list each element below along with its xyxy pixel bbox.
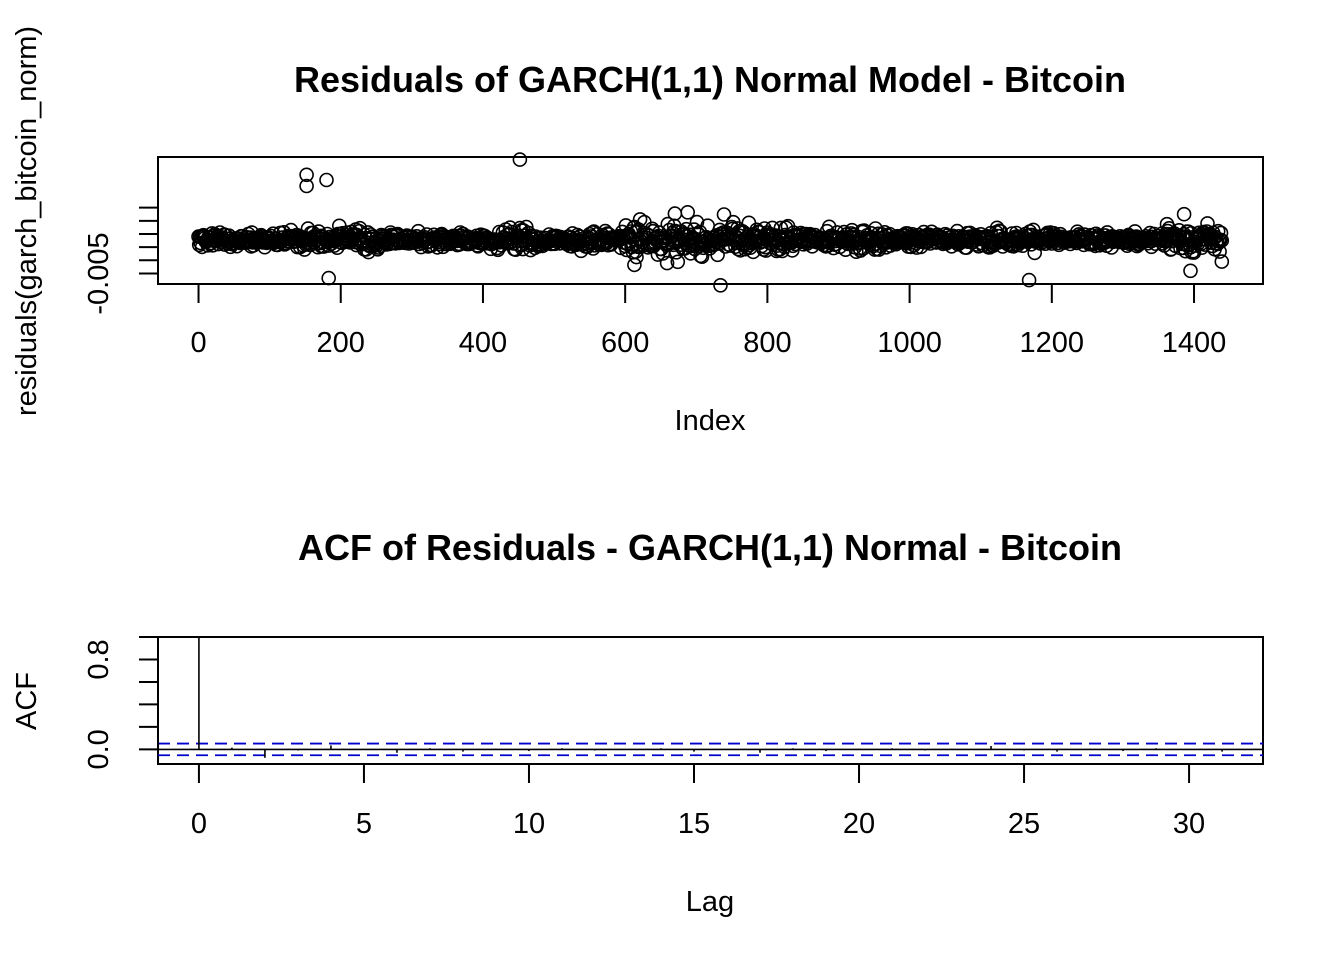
- acf-x-tick-label: 5: [356, 808, 372, 840]
- residuals-x-tick-label: 200: [317, 327, 365, 359]
- residuals-y-axis-label: residuals(garch_bitcoin_norm): [11, 26, 43, 416]
- residual-point: [627, 257, 642, 273]
- residual-point: [299, 167, 314, 183]
- residual-point: [1214, 233, 1230, 248]
- residual-point: [659, 255, 675, 271]
- acf-x-tick-label: 25: [1008, 808, 1040, 840]
- acf-chart-title: ACF of Residuals - GARCH(1,1) Normal - B…: [298, 527, 1122, 568]
- residuals-x-tick-label: 1200: [1020, 327, 1085, 359]
- acf-x-tick-label: 15: [678, 808, 710, 840]
- residual-point: [512, 220, 528, 236]
- residual-point: [710, 247, 725, 263]
- residual-point: [670, 254, 686, 270]
- residual-point: [299, 178, 314, 194]
- residual-point: [1176, 206, 1192, 222]
- acf-plot-frame: [157, 636, 1264, 765]
- residuals-y-axis: -0.005: [83, 206, 159, 315]
- residual-point: [1214, 254, 1230, 269]
- acf-x-axis-label: Lag: [686, 886, 734, 918]
- residual-point: [716, 207, 732, 222]
- acf-x-axis: 0 5 10 15 20 25 30: [191, 763, 1205, 840]
- residuals-x-tick-label: 1400: [1162, 327, 1227, 359]
- residual-point: [1213, 225, 1229, 241]
- residual-point: [1183, 263, 1198, 279]
- acf-y-tick-label: 0.8: [83, 639, 115, 679]
- residuals-x-tick-label: 600: [601, 327, 649, 359]
- acf-x-tick-label: 10: [513, 808, 545, 840]
- acf-y-tick-label: 0.0: [83, 729, 115, 769]
- residual-point: [1186, 245, 1202, 260]
- residuals-x-axis-label: Index: [675, 405, 746, 437]
- residual-point: [512, 152, 528, 167]
- residual-point: [680, 205, 696, 220]
- residuals-x-tick-label: 400: [459, 327, 507, 359]
- residual-point: [1212, 244, 1227, 259]
- residuals-x-axis: 0 200 400 600 800 1000 1200 1400: [190, 283, 1227, 359]
- acf-x-tick-label: 30: [1173, 808, 1205, 840]
- acf-spikes: [198, 637, 1223, 758]
- residuals-x-tick-label: 1000: [877, 327, 942, 359]
- residual-point: [622, 229, 638, 245]
- residuals-chart-title: Residuals of GARCH(1,1) Normal Model - B…: [294, 59, 1126, 100]
- acf-y-axis: 0.0 0.8: [83, 636, 159, 770]
- residual-point: [321, 270, 337, 286]
- acf-x-tick-label: 0: [191, 808, 207, 840]
- acf-y-axis-label: ACF: [11, 672, 43, 730]
- residuals-y-tick-label: -0.005: [83, 232, 115, 314]
- acf-panel: ACF of Residuals - GARCH(1,1) Normal - B…: [11, 527, 1264, 918]
- residual-point: [667, 206, 683, 221]
- acf-confidence-bands: [158, 742, 1263, 757]
- residuals-points: [191, 152, 1230, 293]
- residual-point: [1210, 223, 1226, 239]
- acf-x-tick-label: 20: [843, 808, 875, 840]
- residual-point: [713, 277, 728, 293]
- residual-point: [632, 212, 648, 227]
- residuals-x-tick-label: 0: [190, 327, 206, 359]
- residual-point: [1021, 272, 1037, 288]
- residuals-panel: Residuals of GARCH(1,1) Normal Model - B…: [11, 26, 1264, 437]
- residual-point: [689, 214, 705, 230]
- residuals-x-tick-label: 800: [743, 327, 791, 359]
- residual-point: [319, 172, 334, 188]
